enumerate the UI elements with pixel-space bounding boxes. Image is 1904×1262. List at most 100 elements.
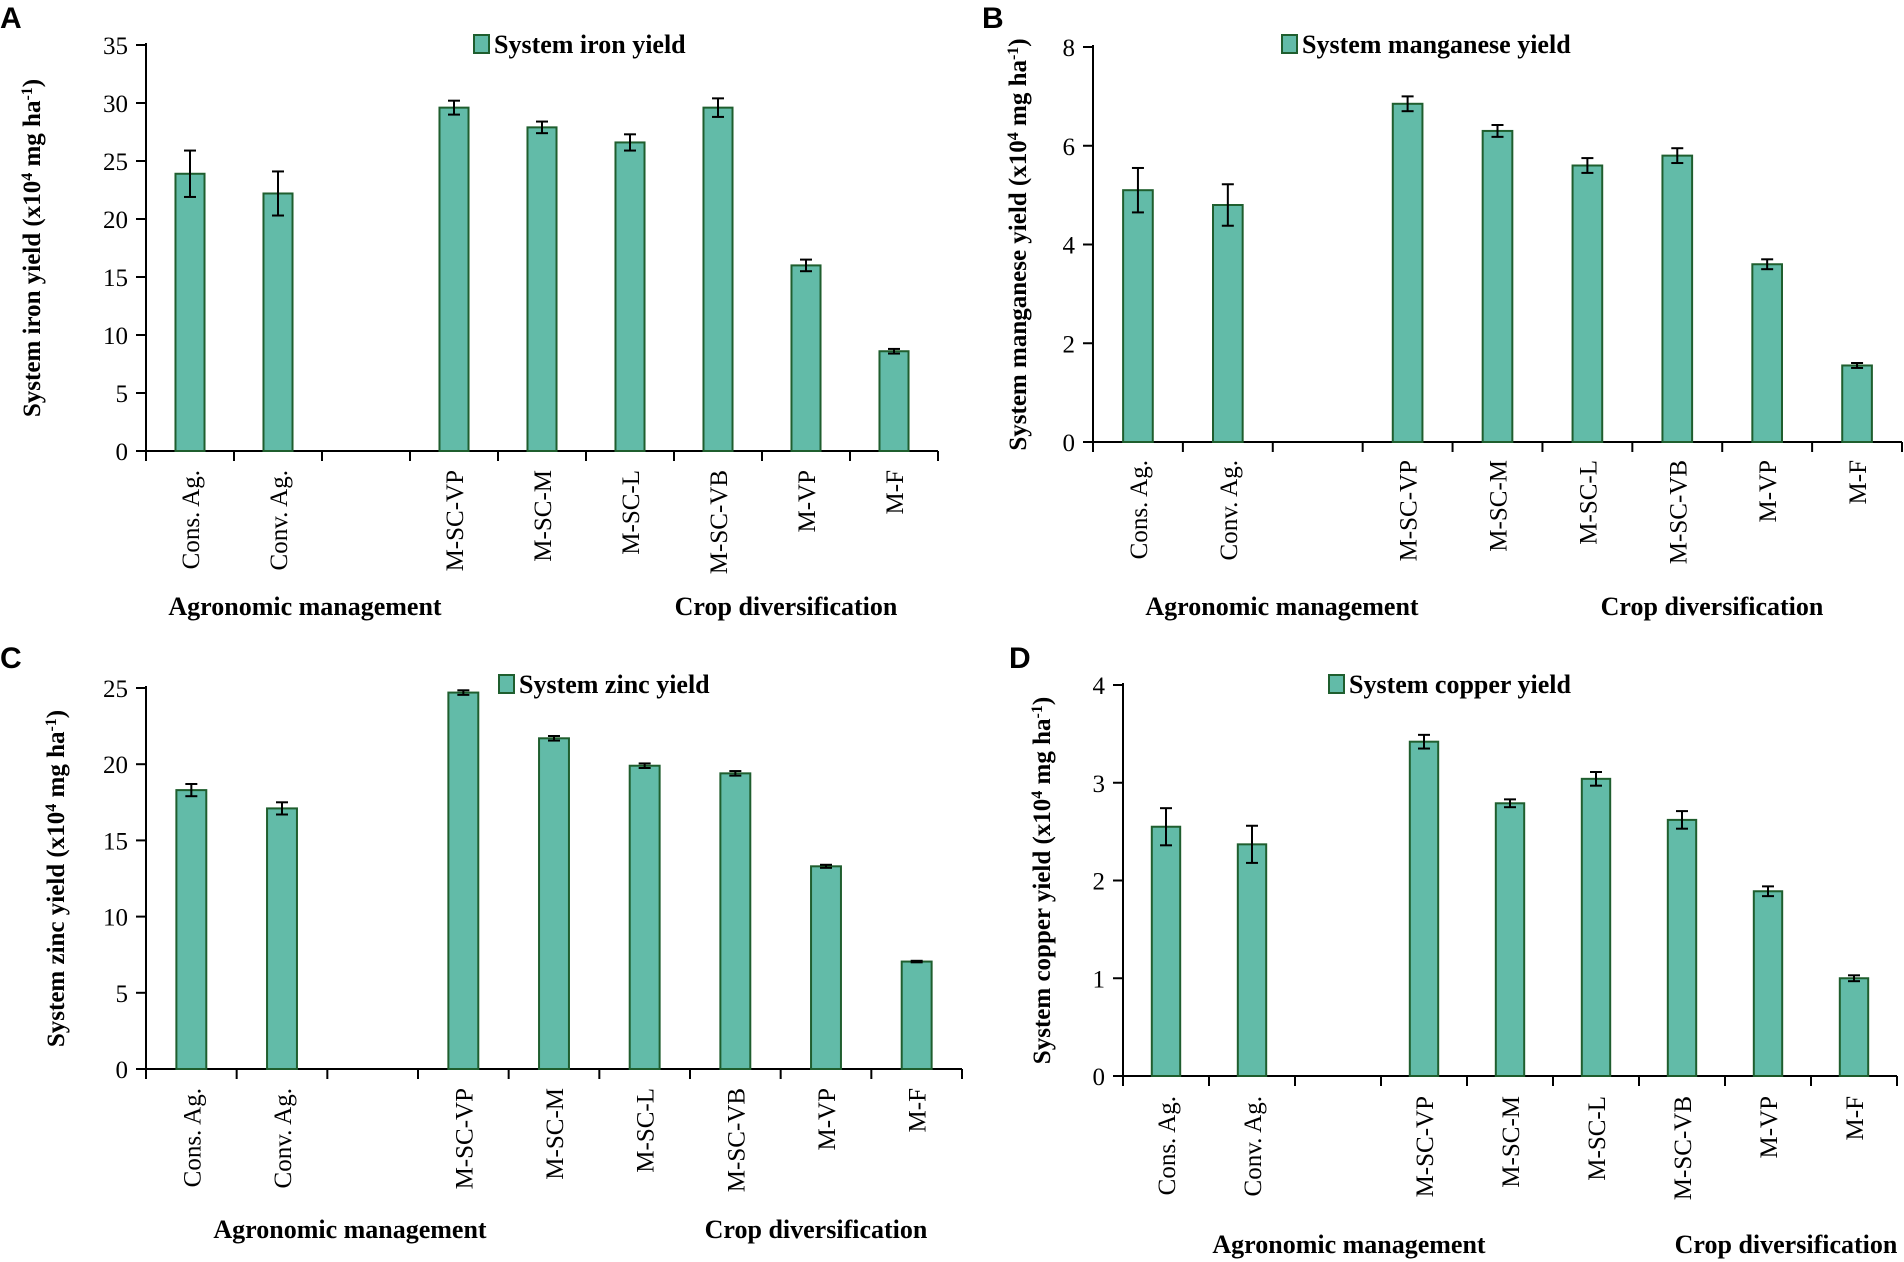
bar — [438, 106, 470, 452]
y-tick-label: 4 — [1093, 673, 1106, 700]
bar — [1580, 777, 1612, 1078]
y-tick-label: 0 — [1063, 430, 1076, 457]
panel-letter: C — [0, 642, 22, 675]
y-tick-label: 10 — [103, 905, 128, 932]
x-tick-label: M-VP — [814, 1088, 841, 1151]
bar — [790, 264, 822, 452]
x-tick-label: M-VP — [794, 470, 821, 533]
x-tick-label: M-F — [1842, 1096, 1869, 1140]
panel-letter: A — [0, 2, 22, 35]
x-tick-label: Cons. Ag. — [1154, 1096, 1181, 1195]
legend-label: System iron yield — [494, 30, 686, 59]
bar — [1494, 802, 1526, 1078]
x-tick-label: M-SC-L — [618, 470, 645, 555]
bar — [1751, 263, 1783, 443]
y-tick-label: 1 — [1093, 966, 1106, 993]
y-tick-label: 10 — [103, 323, 128, 350]
bar — [1150, 825, 1182, 1077]
x-tick-label: Conv. Ag. — [1240, 1096, 1267, 1196]
chart-panel-c: C 0 5 10 15 20 25 Cons. Ag. Conv. Ag. M-SC-VP M-SC… — [0, 642, 963, 1244]
y-tick-label: 5 — [116, 981, 129, 1008]
bar — [878, 350, 910, 452]
bar — [1838, 977, 1870, 1077]
x-tick-label: M-SC-L — [1584, 1096, 1611, 1181]
y-axis-label: System copper yield (x104 mg ha-1) — [1029, 697, 1057, 1064]
group-label: Agronomic management — [1212, 1230, 1486, 1259]
x-tick-label: Conv. Ag. — [1216, 460, 1243, 560]
chart-panel-b: B 0 2 4 6 8 Cons. Ag. Conv. Ag. M-SC-VP M-SC-M M-S… — [982, 2, 1903, 621]
y-tick-label: 25 — [103, 149, 128, 176]
x-tick-label: Cons. Ag. — [1126, 460, 1153, 559]
x-tick-label: M-SC-M — [1486, 460, 1513, 552]
x-tick-label: M-SC-M — [1498, 1096, 1525, 1188]
legend-label: System zinc yield — [519, 670, 710, 699]
panel-letter: B — [982, 2, 1004, 35]
y-tick-label: 6 — [1063, 134, 1076, 161]
y-tick-label: 5 — [116, 381, 129, 408]
legend: System iron yield — [473, 30, 686, 59]
x-tick-label: M-SC-M — [542, 1088, 569, 1180]
legend: System copper yield — [1328, 670, 1571, 699]
x-tick-label: M-SC-VB — [1665, 460, 1692, 564]
legend-swatch — [498, 674, 515, 694]
legend-swatch — [473, 34, 490, 54]
y-tick-label: 2 — [1093, 869, 1106, 896]
y-tick-label: 15 — [103, 265, 128, 292]
panel-letter: D — [1009, 642, 1031, 675]
y-tick-label: 0 — [116, 439, 129, 466]
bar — [719, 772, 752, 1070]
y-tick-label: 25 — [103, 676, 128, 703]
y-tick-label: 15 — [103, 828, 128, 855]
x-tick-label: M-SC-L — [633, 1088, 660, 1173]
x-tick-label: M-SC-VP — [1396, 460, 1423, 561]
group-label: Crop diversification — [1675, 1230, 1898, 1259]
legend: System zinc yield — [498, 670, 710, 699]
x-tick-label: M-VP — [1755, 460, 1782, 523]
y-tick-label: 3 — [1093, 771, 1106, 798]
bar — [262, 192, 294, 452]
bar — [614, 141, 646, 452]
x-tick-label: M-VP — [1756, 1096, 1783, 1159]
bar — [628, 764, 661, 1070]
y-tick-label: 20 — [103, 207, 128, 234]
x-tick-label: M-SC-VP — [442, 470, 469, 571]
y-tick-label: 20 — [103, 752, 128, 779]
bar — [266, 807, 298, 1070]
bar — [1212, 204, 1244, 443]
bar — [1571, 164, 1604, 443]
x-tick-label: M-SC-L — [1575, 460, 1602, 545]
group-label: Agronomic management — [213, 1215, 487, 1244]
bar — [538, 737, 570, 1070]
group-label: Agronomic management — [1145, 592, 1419, 621]
x-tick-label: M-F — [882, 470, 909, 514]
bar — [447, 691, 480, 1071]
group-label: Agronomic management — [168, 592, 442, 621]
x-tick-label: Cons. Ag. — [178, 470, 205, 569]
bar — [1122, 189, 1154, 443]
y-tick-label: 0 — [1093, 1064, 1106, 1091]
y-tick-label: 30 — [103, 91, 128, 118]
bar — [175, 789, 208, 1070]
y-tick-label: 4 — [1063, 233, 1076, 260]
bar — [1391, 102, 1424, 443]
y-axis-label: System manganese yield (x104 mg ha-1) — [1005, 38, 1033, 450]
x-tick-label: M-F — [1845, 460, 1872, 504]
y-axis-label: System iron yield (x104 mg ha-1) — [19, 79, 47, 417]
legend: System manganese yield — [1281, 30, 1571, 59]
bar — [702, 106, 734, 452]
bar — [1841, 364, 1873, 443]
chart-panel-d: D 0 1 2 3 4 Cons. Ag. Conv. Ag. M-SC-VP M-SC-M M-S… — [1009, 642, 1898, 1259]
y-tick-label: 0 — [116, 1057, 129, 1084]
x-tick-label: M-SC-VP — [451, 1088, 478, 1189]
y-axis-label: System zinc yield (x104 mg ha-1) — [43, 710, 71, 1047]
bar — [1236, 843, 1268, 1078]
bar — [1481, 129, 1514, 443]
chart-panel-a: A 0 5 10 15 20 25 30 35 Cons. Ag. Conv. Ag. M-SC-VP… — [0, 2, 939, 621]
bar — [1752, 890, 1784, 1077]
x-tick-label: M-SC-VB — [706, 470, 733, 574]
x-tick-label: M-SC-VB — [1670, 1096, 1697, 1200]
x-tick-label: M-SC-M — [530, 470, 557, 562]
group-label: Crop diversification — [1601, 592, 1824, 621]
x-tick-label: Conv. Ag. — [266, 470, 293, 570]
